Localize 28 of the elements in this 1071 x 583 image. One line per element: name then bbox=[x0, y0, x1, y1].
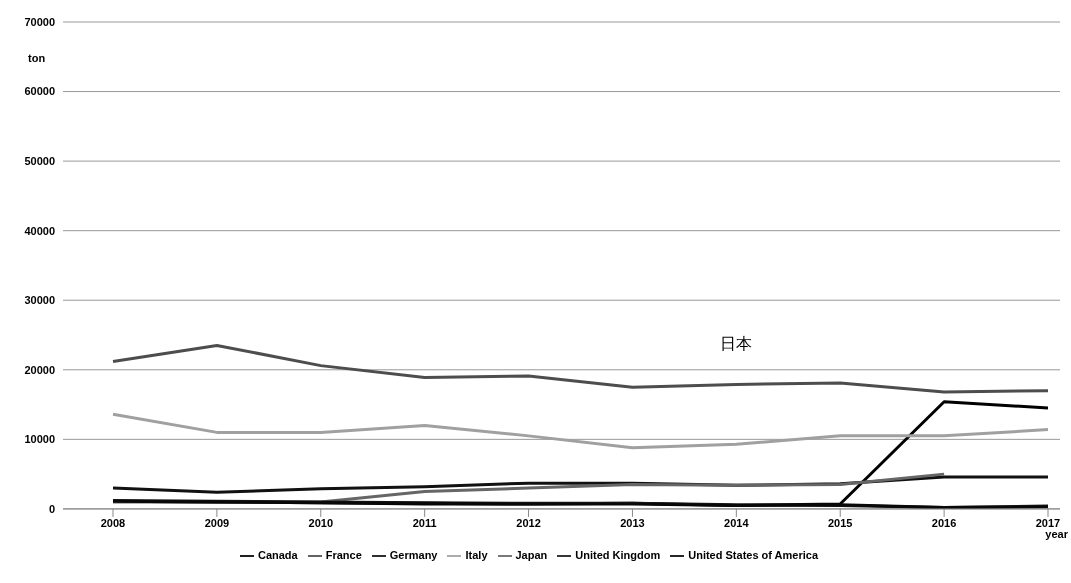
y-tick-label: 20000 bbox=[24, 363, 55, 376]
x-tick-label: 2010 bbox=[308, 516, 334, 529]
x-tick-label: 2017 bbox=[1035, 516, 1061, 529]
x-tick-label: 2012 bbox=[516, 516, 541, 529]
legend-label: United States of America bbox=[688, 548, 819, 561]
y-tick-label: 50000 bbox=[24, 155, 55, 168]
y-tick-label: 30000 bbox=[24, 294, 55, 307]
y-tick-label: 10000 bbox=[24, 433, 55, 446]
x-tick-label: 2008 bbox=[100, 516, 126, 529]
x-tick-label: 2011 bbox=[412, 516, 437, 529]
y-tick-label: 70000 bbox=[24, 15, 55, 28]
legend-label: France bbox=[325, 548, 362, 561]
legend-label: United Kingdom bbox=[575, 548, 661, 561]
x-tick-label: 2016 bbox=[931, 516, 957, 529]
x-axis-title: year bbox=[1045, 528, 1068, 540]
y-tick-label: 40000 bbox=[24, 224, 55, 237]
y-tick-label: 60000 bbox=[24, 85, 55, 98]
x-tick-label: 2013 bbox=[620, 516, 645, 529]
legend-label: Italy bbox=[465, 548, 488, 561]
annotation: 日本 bbox=[720, 334, 752, 355]
legend-label: Japan bbox=[515, 548, 548, 561]
legend-label: Germany bbox=[389, 548, 438, 561]
y-tick-label: 0 bbox=[48, 502, 55, 515]
legend-label: Canada bbox=[257, 548, 298, 561]
x-tick-label: 2014 bbox=[724, 516, 750, 529]
x-tick-label: 2015 bbox=[827, 516, 853, 529]
x-tick-label: 2009 bbox=[204, 516, 230, 529]
y-axis-title: ton bbox=[28, 52, 46, 64]
